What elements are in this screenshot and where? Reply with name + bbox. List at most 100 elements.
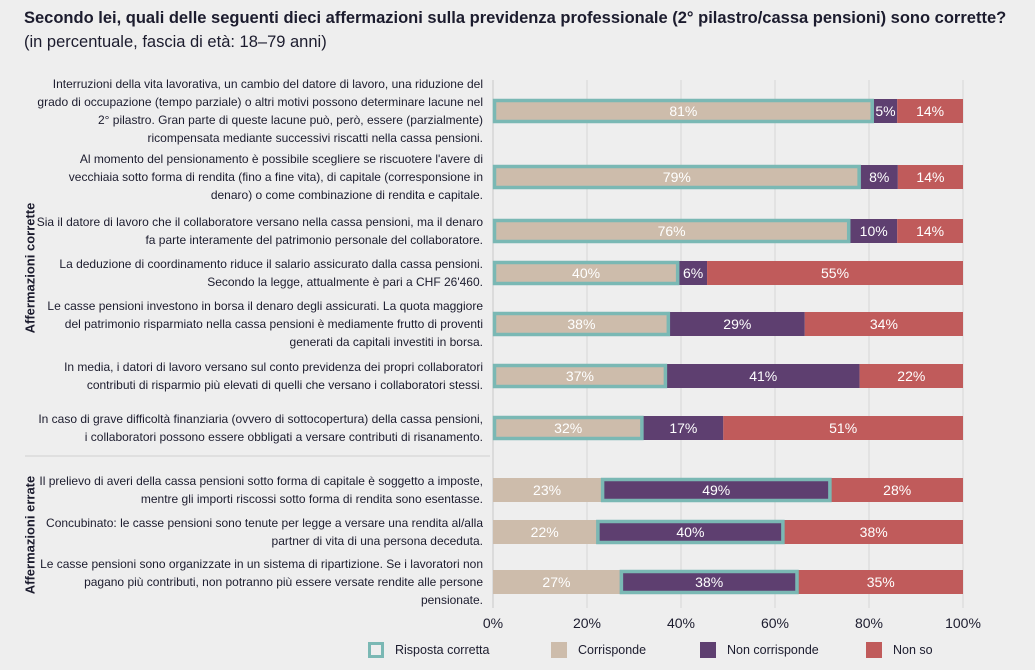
correct-answer-outline bbox=[596, 519, 785, 545]
statement-label: Le casse pensioni sono organizzate in un… bbox=[40, 557, 483, 607]
data-label: 40% bbox=[676, 524, 704, 540]
bar-corrisponde bbox=[493, 520, 597, 544]
statement-label: La deduzione di coordinamento riduce il … bbox=[59, 257, 483, 289]
bar-non-corrisponde bbox=[619, 570, 799, 594]
data-label: 38% bbox=[695, 574, 723, 590]
bar-non-corrisponde bbox=[596, 520, 785, 544]
bar-corrisponde bbox=[493, 364, 667, 388]
bar-corrisponde bbox=[493, 219, 851, 243]
correct-answer-outline bbox=[600, 477, 832, 503]
bar-non-corrisponde bbox=[850, 219, 898, 243]
legend-risposta-corretta: Risposta corretta bbox=[395, 643, 490, 657]
correct-answer-outline bbox=[492, 415, 644, 441]
data-label: 22% bbox=[897, 368, 925, 384]
legend-swatch-non-corrisponde bbox=[700, 642, 716, 658]
data-label: 38% bbox=[860, 524, 888, 540]
data-label: 76% bbox=[658, 223, 686, 239]
x-tick-label: 0% bbox=[483, 615, 503, 631]
statement-label: In media, i datori di lavoro versano sul… bbox=[64, 360, 483, 392]
data-label: 17% bbox=[669, 420, 697, 436]
legend-non-corrisponde: Non corrisponde bbox=[727, 643, 819, 657]
legend-non-so: Non so bbox=[893, 643, 933, 657]
data-label: 5% bbox=[875, 103, 895, 119]
data-label: 49% bbox=[702, 482, 730, 498]
correct-answer-outline bbox=[492, 98, 874, 124]
legend-swatch-non-so bbox=[866, 642, 882, 658]
group-label-errate: Affermazioni errate bbox=[22, 475, 38, 595]
chart-title: Secondo lei, quali delle seguenti dieci … bbox=[24, 6, 1014, 54]
legend-swatch-risposta-corretta bbox=[368, 642, 384, 658]
x-tick-label: 80% bbox=[855, 615, 883, 631]
data-label: 79% bbox=[663, 169, 691, 185]
bar-corrisponde bbox=[493, 99, 874, 123]
statement-label: Il prelievo di averi della cassa pension… bbox=[39, 474, 483, 506]
data-label: 23% bbox=[533, 482, 561, 498]
statement-label: Concubinato: le casse pensioni sono tenu… bbox=[46, 516, 483, 548]
bar-non-so bbox=[859, 364, 963, 388]
bar-non-so bbox=[707, 261, 963, 285]
bar-corrisponde bbox=[493, 312, 670, 336]
data-label: 34% bbox=[870, 316, 898, 332]
data-label: 10% bbox=[860, 223, 888, 239]
bar-corrisponde bbox=[493, 478, 602, 502]
bar-corrisponde bbox=[493, 570, 620, 594]
statement-label: Le casse pensioni investono in borsa il … bbox=[47, 299, 483, 349]
data-label: 32% bbox=[554, 420, 582, 436]
data-label: 29% bbox=[723, 316, 751, 332]
correct-answer-outline bbox=[492, 164, 861, 190]
legend-swatch-corrisponde bbox=[551, 642, 567, 658]
statement-label: Interruzioni della vita lavorativa, un c… bbox=[37, 77, 483, 145]
data-label: 55% bbox=[821, 265, 849, 281]
bar-non-corrisponde bbox=[666, 364, 860, 388]
bar-non-corrisponde bbox=[873, 99, 898, 123]
statement-label: Al momento del pensionamento è possibile… bbox=[68, 152, 483, 202]
bar-non-so bbox=[897, 165, 963, 189]
data-label: 81% bbox=[669, 103, 697, 119]
correct-answer-outline bbox=[492, 311, 671, 337]
bar-non-so bbox=[798, 570, 963, 594]
data-label: 38% bbox=[567, 316, 595, 332]
data-label: 41% bbox=[749, 368, 777, 384]
group-label-corrette: Affermazioni corrette bbox=[22, 202, 38, 334]
bar-non-corrisponde bbox=[669, 312, 805, 336]
bar-non-so bbox=[723, 416, 963, 440]
bar-non-corrisponde bbox=[679, 261, 708, 285]
data-label: 40% bbox=[572, 265, 600, 281]
data-label: 14% bbox=[916, 103, 944, 119]
data-label: 6% bbox=[683, 265, 703, 281]
correct-answer-outline bbox=[492, 218, 851, 244]
data-label: 51% bbox=[829, 420, 857, 436]
bar-non-so bbox=[804, 312, 963, 336]
x-tick-label: 20% bbox=[573, 615, 601, 631]
bar-non-so bbox=[784, 520, 963, 544]
correct-answer-outline bbox=[492, 363, 668, 389]
data-label: 27% bbox=[542, 574, 570, 590]
x-tick-label: 60% bbox=[761, 615, 789, 631]
bar-non-corrisponde bbox=[643, 416, 724, 440]
legend-corrisponde: Corrisponde bbox=[578, 643, 647, 657]
title-subtitle: (in percentuale, fascia di età: 18–79 an… bbox=[24, 33, 327, 51]
bar-corrisponde bbox=[493, 416, 644, 440]
statement-label: In caso di grave difficoltà finanziaria … bbox=[38, 412, 483, 444]
data-label: 14% bbox=[916, 223, 944, 239]
data-label: 35% bbox=[867, 574, 895, 590]
bar-non-so bbox=[897, 219, 963, 243]
title-question: Secondo lei, quali delle seguenti dieci … bbox=[24, 9, 1007, 27]
statement-label: Sia il datore di lavoro che il collabora… bbox=[36, 215, 483, 247]
data-label: 28% bbox=[883, 482, 911, 498]
bar-non-corrisponde bbox=[860, 165, 898, 189]
bar-non-so bbox=[831, 478, 963, 502]
data-label: 37% bbox=[566, 368, 594, 384]
x-tick-label: 40% bbox=[667, 615, 695, 631]
bar-non-corrisponde bbox=[601, 478, 832, 502]
data-label: 14% bbox=[916, 169, 944, 185]
x-tick-label: 100% bbox=[945, 615, 981, 631]
data-label: 8% bbox=[869, 169, 889, 185]
bar-corrisponde bbox=[493, 165, 861, 189]
bar-corrisponde bbox=[493, 261, 680, 285]
correct-answer-outline bbox=[492, 260, 680, 286]
bar-non-so bbox=[897, 99, 963, 123]
data-label: 22% bbox=[531, 524, 559, 540]
correct-answer-outline bbox=[619, 569, 799, 595]
